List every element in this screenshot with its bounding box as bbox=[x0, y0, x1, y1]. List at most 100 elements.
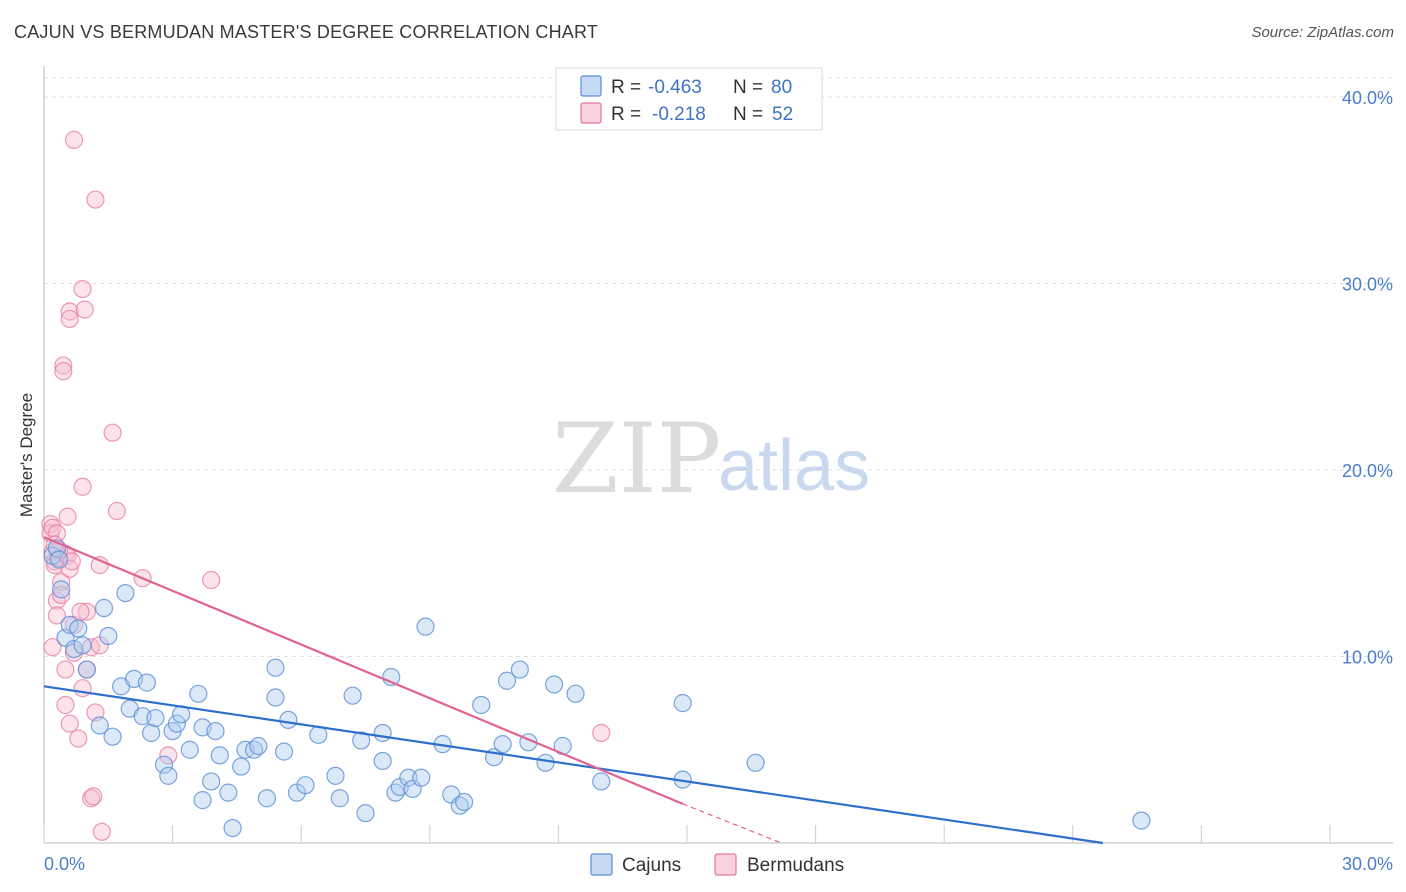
y-tick-label: 40.0% bbox=[1342, 88, 1393, 108]
bermudans-point bbox=[92, 822, 111, 841]
cajuns-point bbox=[545, 675, 564, 694]
bermudans-point bbox=[592, 723, 611, 743]
legend-n-value-1: 80 bbox=[771, 77, 792, 98]
bermudans-point bbox=[60, 714, 79, 733]
top-legend: R = -0.463 N = 80 R = -0.218 N = 52 bbox=[555, 67, 823, 131]
legend-r-label-2: R = bbox=[611, 104, 641, 125]
cajuns-point bbox=[352, 731, 371, 750]
cajuns-point bbox=[454, 792, 474, 812]
y-tick-label: 30.0% bbox=[1342, 275, 1393, 295]
cajuns-point bbox=[296, 776, 315, 795]
cajuns-point bbox=[193, 791, 212, 810]
cajuns-point bbox=[146, 708, 165, 728]
cajuns-point bbox=[219, 783, 238, 802]
cajuns-point bbox=[536, 753, 555, 772]
bermudans-trend-extension bbox=[682, 803, 782, 844]
cajuns-point bbox=[412, 768, 431, 787]
legend-n-label-2: N = bbox=[733, 104, 763, 125]
cajuns-point bbox=[94, 598, 114, 618]
bermudans-point bbox=[54, 362, 73, 381]
cajuns-point bbox=[49, 550, 69, 569]
cajuns-point bbox=[266, 688, 285, 707]
cajuns-point bbox=[497, 671, 517, 690]
cajuns-point bbox=[167, 714, 186, 733]
bermudans-point bbox=[69, 729, 88, 748]
bermudans-point bbox=[73, 679, 92, 698]
y-tick-labels: 10.0% 20.0% 30.0% 40.0% bbox=[1342, 88, 1393, 668]
cajuns-point bbox=[326, 766, 345, 785]
cajuns-point bbox=[116, 583, 135, 603]
chart-source: Source: ZipAtlas.com bbox=[1251, 24, 1394, 41]
x-tick-marks bbox=[43, 825, 1331, 843]
cajuns-point bbox=[493, 735, 512, 754]
bermudans-point bbox=[60, 302, 79, 321]
bermudans-point bbox=[64, 130, 84, 149]
bermudans-point bbox=[84, 787, 103, 806]
cajuns-point bbox=[206, 721, 225, 741]
cajuns-point bbox=[416, 617, 435, 636]
bermudans-point bbox=[202, 570, 221, 590]
bermudans-trend-line bbox=[43, 536, 684, 805]
chart-title: CAJUN VS BERMUDAN MASTER'S DEGREE CORREL… bbox=[14, 22, 599, 42]
bermudans-point bbox=[77, 602, 96, 621]
cajuns-point bbox=[137, 673, 156, 692]
cajuns-point bbox=[566, 684, 585, 703]
legend-n-label-1: N = bbox=[733, 77, 763, 98]
cajuns-point bbox=[746, 753, 765, 772]
cajuns-point bbox=[356, 804, 375, 823]
bermudans-point bbox=[103, 423, 122, 442]
cajuns-point bbox=[673, 694, 692, 713]
bermudans-point bbox=[60, 309, 79, 329]
cajuns-point bbox=[1132, 811, 1151, 830]
x-tick-label-left: 0.0% bbox=[44, 854, 85, 874]
cajuns-point bbox=[69, 619, 88, 638]
cajuns-point bbox=[510, 660, 529, 679]
cajuns-point bbox=[274, 742, 294, 761]
bermudans-point bbox=[75, 300, 94, 319]
bermudans-point bbox=[54, 356, 73, 375]
watermark-zip: ZIP bbox=[552, 403, 721, 515]
y-tick-label: 10.0% bbox=[1342, 648, 1393, 668]
cajuns-point bbox=[180, 740, 199, 759]
y-tick-label: 20.0% bbox=[1342, 461, 1393, 481]
bermudans-point bbox=[73, 279, 92, 299]
cajuns-point bbox=[257, 789, 277, 808]
legend-r-value-2: -0.218 bbox=[652, 104, 706, 125]
cajuns-point bbox=[279, 710, 298, 730]
cajuns-point bbox=[592, 772, 611, 791]
y-axis-label: Master's Degree bbox=[17, 393, 36, 517]
cajuns-point bbox=[99, 626, 118, 646]
bermudans-point bbox=[90, 556, 109, 575]
bermudans-point bbox=[47, 606, 66, 625]
bermudans-point bbox=[52, 585, 71, 605]
legend-n-value-2: 52 bbox=[772, 104, 793, 125]
legend-swatch-cajuns bbox=[580, 75, 602, 97]
cajuns-point bbox=[210, 746, 229, 765]
bottom-legend-swatch-cajuns bbox=[590, 853, 613, 876]
bottom-legend-cajuns: Cajuns bbox=[622, 855, 681, 876]
cajuns-points bbox=[43, 539, 1151, 838]
cajuns-point bbox=[52, 580, 71, 599]
grid bbox=[44, 77, 1393, 657]
bermudans-point bbox=[86, 190, 105, 209]
bermudans-point bbox=[56, 660, 75, 679]
cajuns-point bbox=[202, 772, 221, 791]
legend-r-label-1: R = bbox=[611, 77, 641, 98]
bermudans-point bbox=[107, 501, 126, 521]
cajuns-point bbox=[472, 695, 491, 715]
cajuns-point bbox=[266, 658, 285, 677]
watermark-atlas: atlas bbox=[718, 426, 870, 506]
bottom-legend-bermudans: Bermudans bbox=[747, 855, 844, 876]
cajuns-point bbox=[90, 716, 109, 735]
cajuns-point bbox=[373, 751, 392, 771]
cajuns-point bbox=[154, 755, 174, 774]
x-tick-label-right: 30.0% bbox=[1342, 854, 1393, 874]
cajuns-point bbox=[223, 818, 242, 838]
cajuns-point bbox=[343, 686, 362, 705]
legend-swatch-bermudans bbox=[580, 102, 602, 124]
legend-r-value-1: -0.463 bbox=[648, 77, 702, 98]
cajuns-point bbox=[77, 660, 96, 679]
trend-lines bbox=[43, 536, 1103, 845]
cajuns-point bbox=[373, 723, 392, 743]
